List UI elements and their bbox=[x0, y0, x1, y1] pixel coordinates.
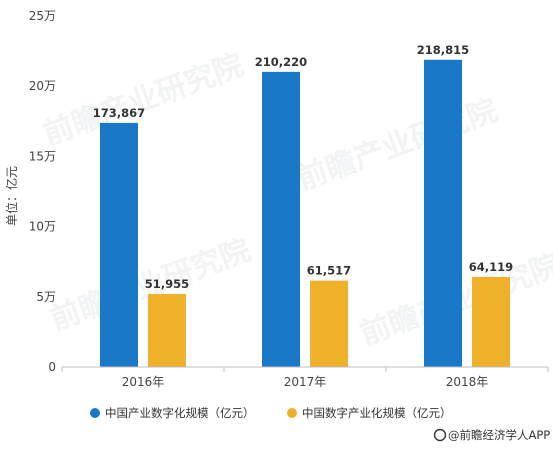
bar bbox=[310, 281, 348, 367]
x-tick-label: 2018年 bbox=[446, 375, 489, 389]
data-label: 64,119 bbox=[469, 260, 513, 274]
credit-text: @前瞻经济学人APP bbox=[448, 428, 550, 442]
data-label: 210,220 bbox=[255, 55, 307, 69]
bar bbox=[148, 294, 186, 367]
watermark-text: 前瞻产业研究院 bbox=[293, 93, 502, 198]
legend-label: 中国数字产业化规模（亿元） bbox=[302, 406, 452, 420]
data-label: 173,867 bbox=[93, 106, 145, 120]
x-tick-label: 2016年 bbox=[122, 375, 165, 389]
y-tick-label: 0 bbox=[48, 360, 56, 374]
legend-marker bbox=[90, 408, 100, 418]
y-axis-label: 单位：亿元 bbox=[4, 166, 19, 226]
y-tick-label: 15万 bbox=[29, 149, 56, 163]
bar bbox=[472, 277, 510, 367]
bar bbox=[262, 72, 300, 367]
y-tick-label: 5万 bbox=[36, 290, 56, 304]
x-tick-label: 2017年 bbox=[284, 375, 327, 389]
x-axis: 2016年 2017年 2018年 bbox=[62, 367, 548, 389]
weibo-at-icon bbox=[435, 430, 446, 441]
legend-label: 中国产业数字化规模（亿元） bbox=[105, 406, 255, 420]
y-tick-label: 25万 bbox=[29, 9, 56, 23]
bar bbox=[100, 123, 138, 367]
legend: 中国产业数字化规模（亿元） 中国数字产业化规模（亿元） bbox=[90, 406, 452, 420]
bar bbox=[424, 60, 462, 367]
data-label: 218,815 bbox=[417, 43, 469, 57]
y-tick-label: 10万 bbox=[29, 220, 56, 234]
watermark-text: 前瞻产业研究院 bbox=[39, 48, 248, 153]
data-label: 61,517 bbox=[307, 264, 351, 278]
y-tick-label: 20万 bbox=[29, 79, 56, 93]
source-credit: @前瞻经济学人APP bbox=[435, 428, 551, 442]
legend-marker bbox=[287, 408, 297, 418]
data-label: 51,955 bbox=[145, 277, 189, 291]
